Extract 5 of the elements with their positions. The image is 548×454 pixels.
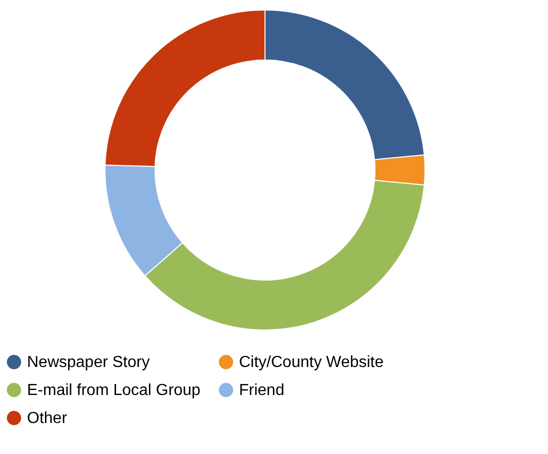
legend-label: Friend — [239, 382, 284, 399]
legend-label: Other — [27, 410, 68, 427]
legend-label: Newspaper Story — [27, 354, 150, 372]
legend-label: E-mail from Local Group — [27, 382, 200, 399]
legend-label: City/County Website — [239, 354, 384, 372]
